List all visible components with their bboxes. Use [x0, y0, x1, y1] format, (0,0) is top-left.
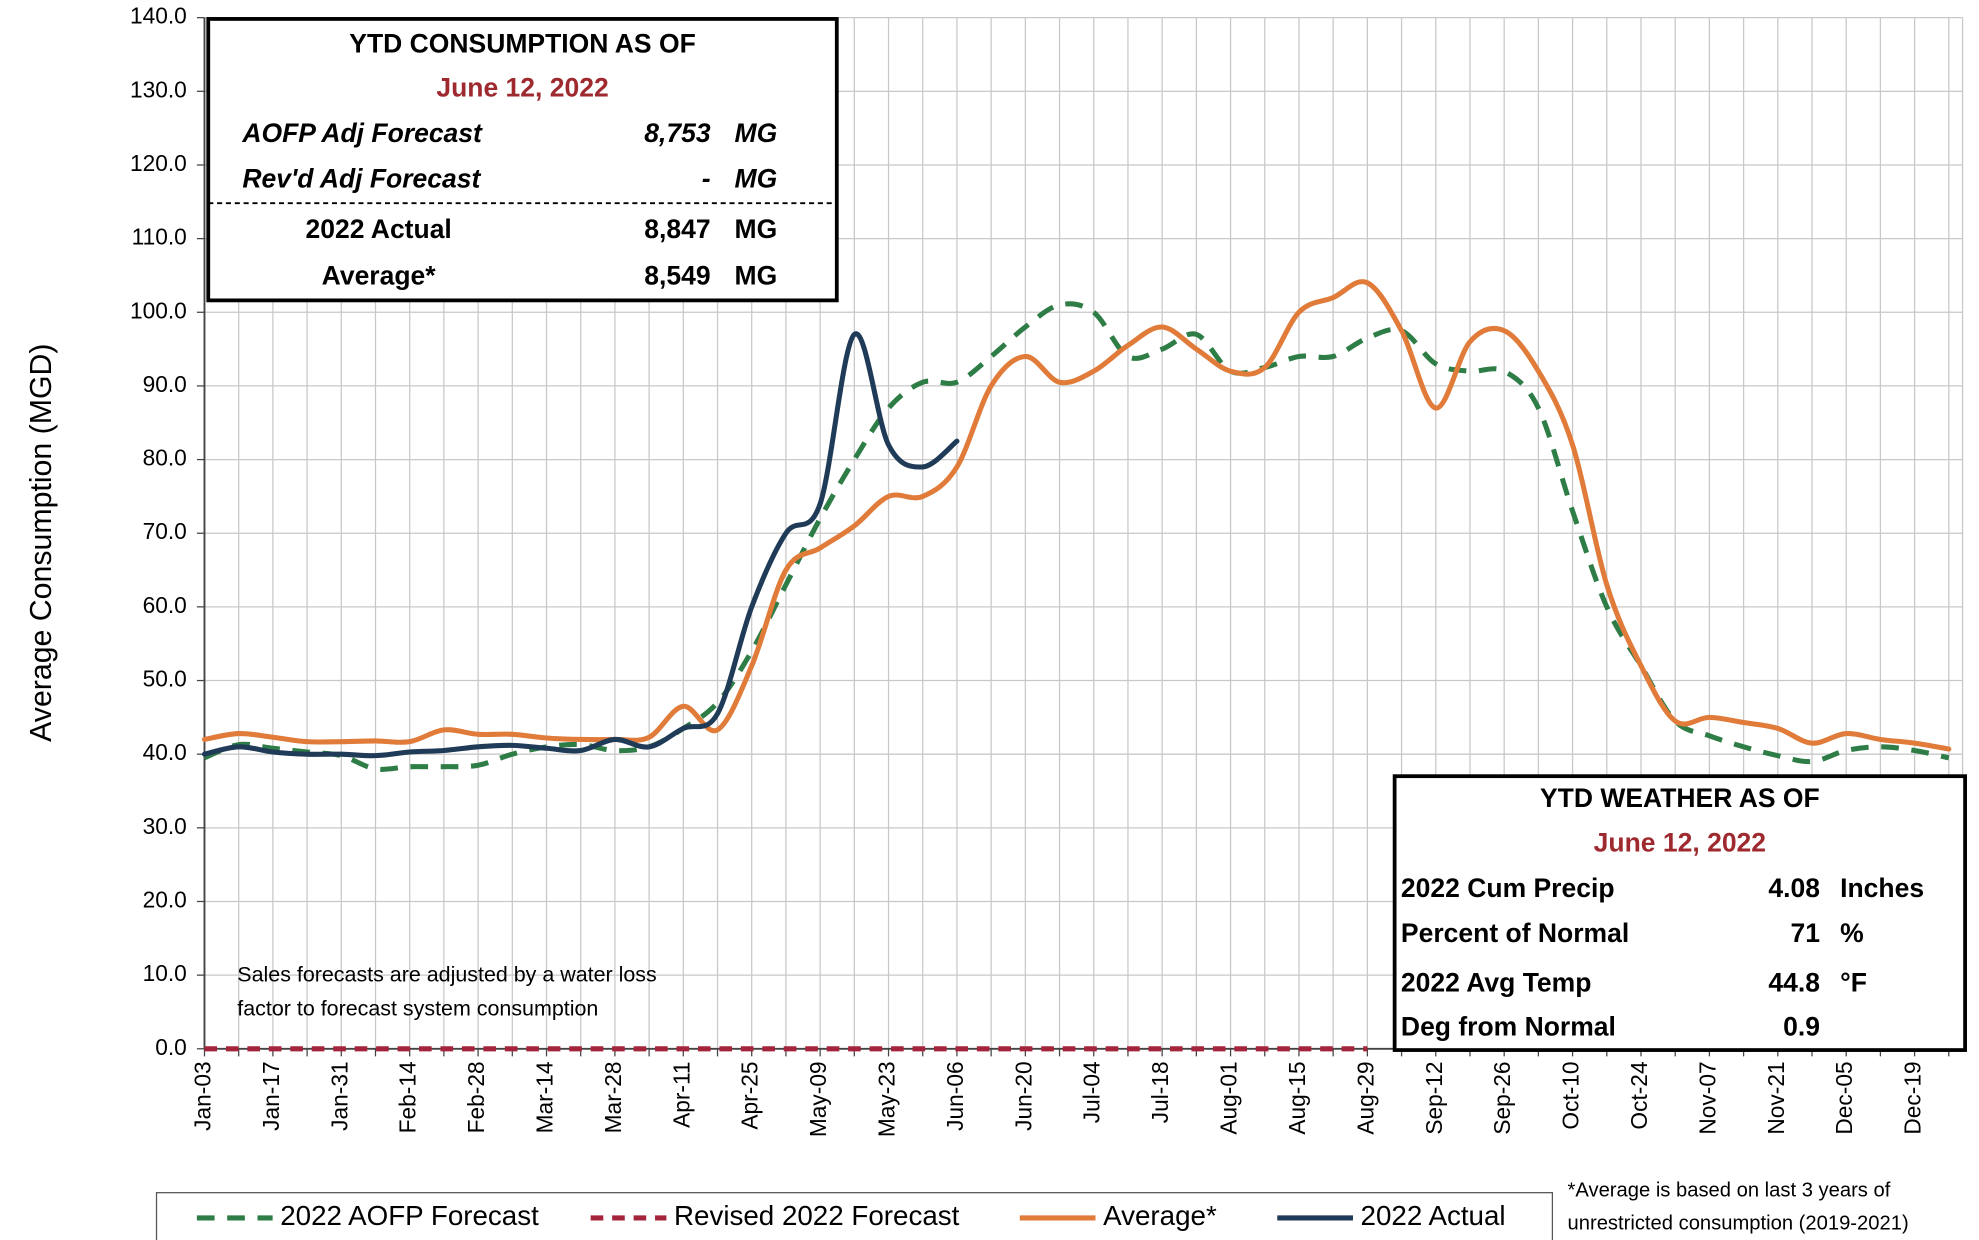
y-tick-label: 50.0 — [143, 666, 187, 692]
box-value: 71 — [1790, 918, 1819, 948]
x-tick-label: Oct-10 — [1558, 1061, 1584, 1129]
x-tick-label: Apr-25 — [737, 1061, 763, 1129]
x-tick-label: Jan-31 — [326, 1061, 352, 1130]
box-unit: Inches — [1840, 873, 1924, 903]
y-tick-label: 80.0 — [143, 445, 187, 471]
x-tick-label: Jan-03 — [189, 1061, 215, 1130]
box-title: YTD CONSUMPTION AS OF — [349, 28, 695, 58]
series-line — [203, 301, 1950, 772]
box-unit: °F — [1840, 967, 1867, 997]
x-tick-label: Jul-18 — [1147, 1061, 1173, 1123]
box-value: 8,753 — [644, 118, 711, 148]
box-label: Deg from Normal — [1401, 1012, 1616, 1042]
x-tick-label: Mar-28 — [600, 1061, 626, 1133]
x-tick-label: Aug-01 — [1216, 1061, 1242, 1134]
x-tick-label: Feb-14 — [395, 1061, 421, 1133]
y-axis-label: Average Consumption (MGD) — [25, 344, 58, 742]
x-tick-label: Sep-12 — [1421, 1061, 1447, 1134]
box-date: June 12, 2022 — [436, 73, 608, 103]
y-tick-label: 40.0 — [143, 739, 187, 765]
y-tick-label: 60.0 — [143, 592, 187, 618]
x-tick-label: Jan-17 — [258, 1061, 284, 1130]
box-title: YTD WEATHER AS OF — [1540, 783, 1820, 813]
y-tick-label: 70.0 — [143, 518, 187, 544]
x-tick-label: Dec-05 — [1831, 1061, 1857, 1134]
box-label: 2022 Avg Temp — [1401, 967, 1591, 997]
legend-label: Average* — [1103, 1200, 1217, 1231]
weather-box — [1392, 774, 1967, 1052]
footnote: *Average is based on last 3 years of — [1568, 1180, 1891, 1202]
box-value: 4.08 — [1768, 873, 1820, 903]
legend-label: 2022 AOFP Forecast — [280, 1200, 539, 1231]
y-tick-label: 10.0 — [143, 960, 187, 986]
x-tick-label: Nov-07 — [1694, 1061, 1720, 1134]
x-tick-label: Apr-11 — [668, 1061, 694, 1127]
consumption-box — [206, 17, 839, 303]
box-value: 44.8 — [1768, 967, 1820, 997]
y-tick-label: 30.0 — [143, 813, 187, 839]
legend-label: Revised 2022 Forecast — [674, 1200, 960, 1231]
x-tick-label: Jun-06 — [942, 1061, 968, 1130]
y-tick-label: 110.0 — [132, 224, 187, 250]
footnote: unrestricted consumption (2019-2021) — [1568, 1213, 1909, 1235]
x-tick-label: Jun-20 — [1010, 1061, 1036, 1130]
y-tick-label: 90.0 — [143, 371, 187, 397]
legend-label: 2022 Actual — [1361, 1200, 1506, 1231]
y-tick-label: 0.0 — [155, 1034, 187, 1060]
box-value: 0.9 — [1783, 1012, 1820, 1042]
box-date: June 12, 2022 — [1594, 827, 1766, 857]
x-tick-label: Feb-28 — [463, 1061, 489, 1133]
y-tick-label: 140.0 — [130, 3, 187, 29]
note: Sales forecasts are adjusted by a water … — [237, 962, 656, 986]
x-tick-label: Aug-15 — [1284, 1061, 1310, 1134]
series-line — [201, 331, 960, 759]
box-label: AOFP Adj Forecast — [241, 118, 483, 148]
box-label: 2022 Cum Precip — [1401, 873, 1615, 903]
y-tick-label: 130.0 — [130, 76, 187, 102]
y-tick-label: 120.0 — [130, 150, 187, 176]
x-tick-label: Jul-04 — [1079, 1061, 1105, 1123]
box-unit: MG — [735, 214, 778, 244]
x-tick-label: Mar-14 — [532, 1061, 558, 1133]
box-label: Rev'd Adj Forecast — [242, 163, 481, 193]
x-tick-label: May-23 — [874, 1061, 900, 1137]
x-tick-label: Sep-26 — [1489, 1061, 1515, 1134]
box-unit: MG — [735, 163, 778, 193]
y-tick-label: 20.0 — [143, 886, 187, 912]
box-value: - — [702, 163, 711, 193]
box-unit: MG — [735, 118, 778, 148]
x-tick-label: Dec-19 — [1900, 1061, 1926, 1134]
box-label: Percent of Normal — [1401, 918, 1629, 948]
box-value: 8,549 — [644, 261, 710, 291]
box-unit: % — [1840, 918, 1864, 948]
box-label: Average* — [322, 261, 437, 291]
series-line — [201, 279, 1952, 752]
box-unit: MG — [735, 261, 778, 291]
x-tick-label: Oct-24 — [1626, 1061, 1652, 1129]
note: factor to forecast system consumption — [237, 996, 598, 1020]
box-label: 2022 Actual — [305, 214, 451, 244]
x-tick-label: May-09 — [805, 1061, 831, 1137]
box-value: 8,847 — [644, 214, 710, 244]
x-tick-label: Nov-21 — [1763, 1061, 1789, 1134]
x-tick-label: Aug-29 — [1352, 1061, 1378, 1134]
y-tick-label: 100.0 — [130, 297, 187, 323]
